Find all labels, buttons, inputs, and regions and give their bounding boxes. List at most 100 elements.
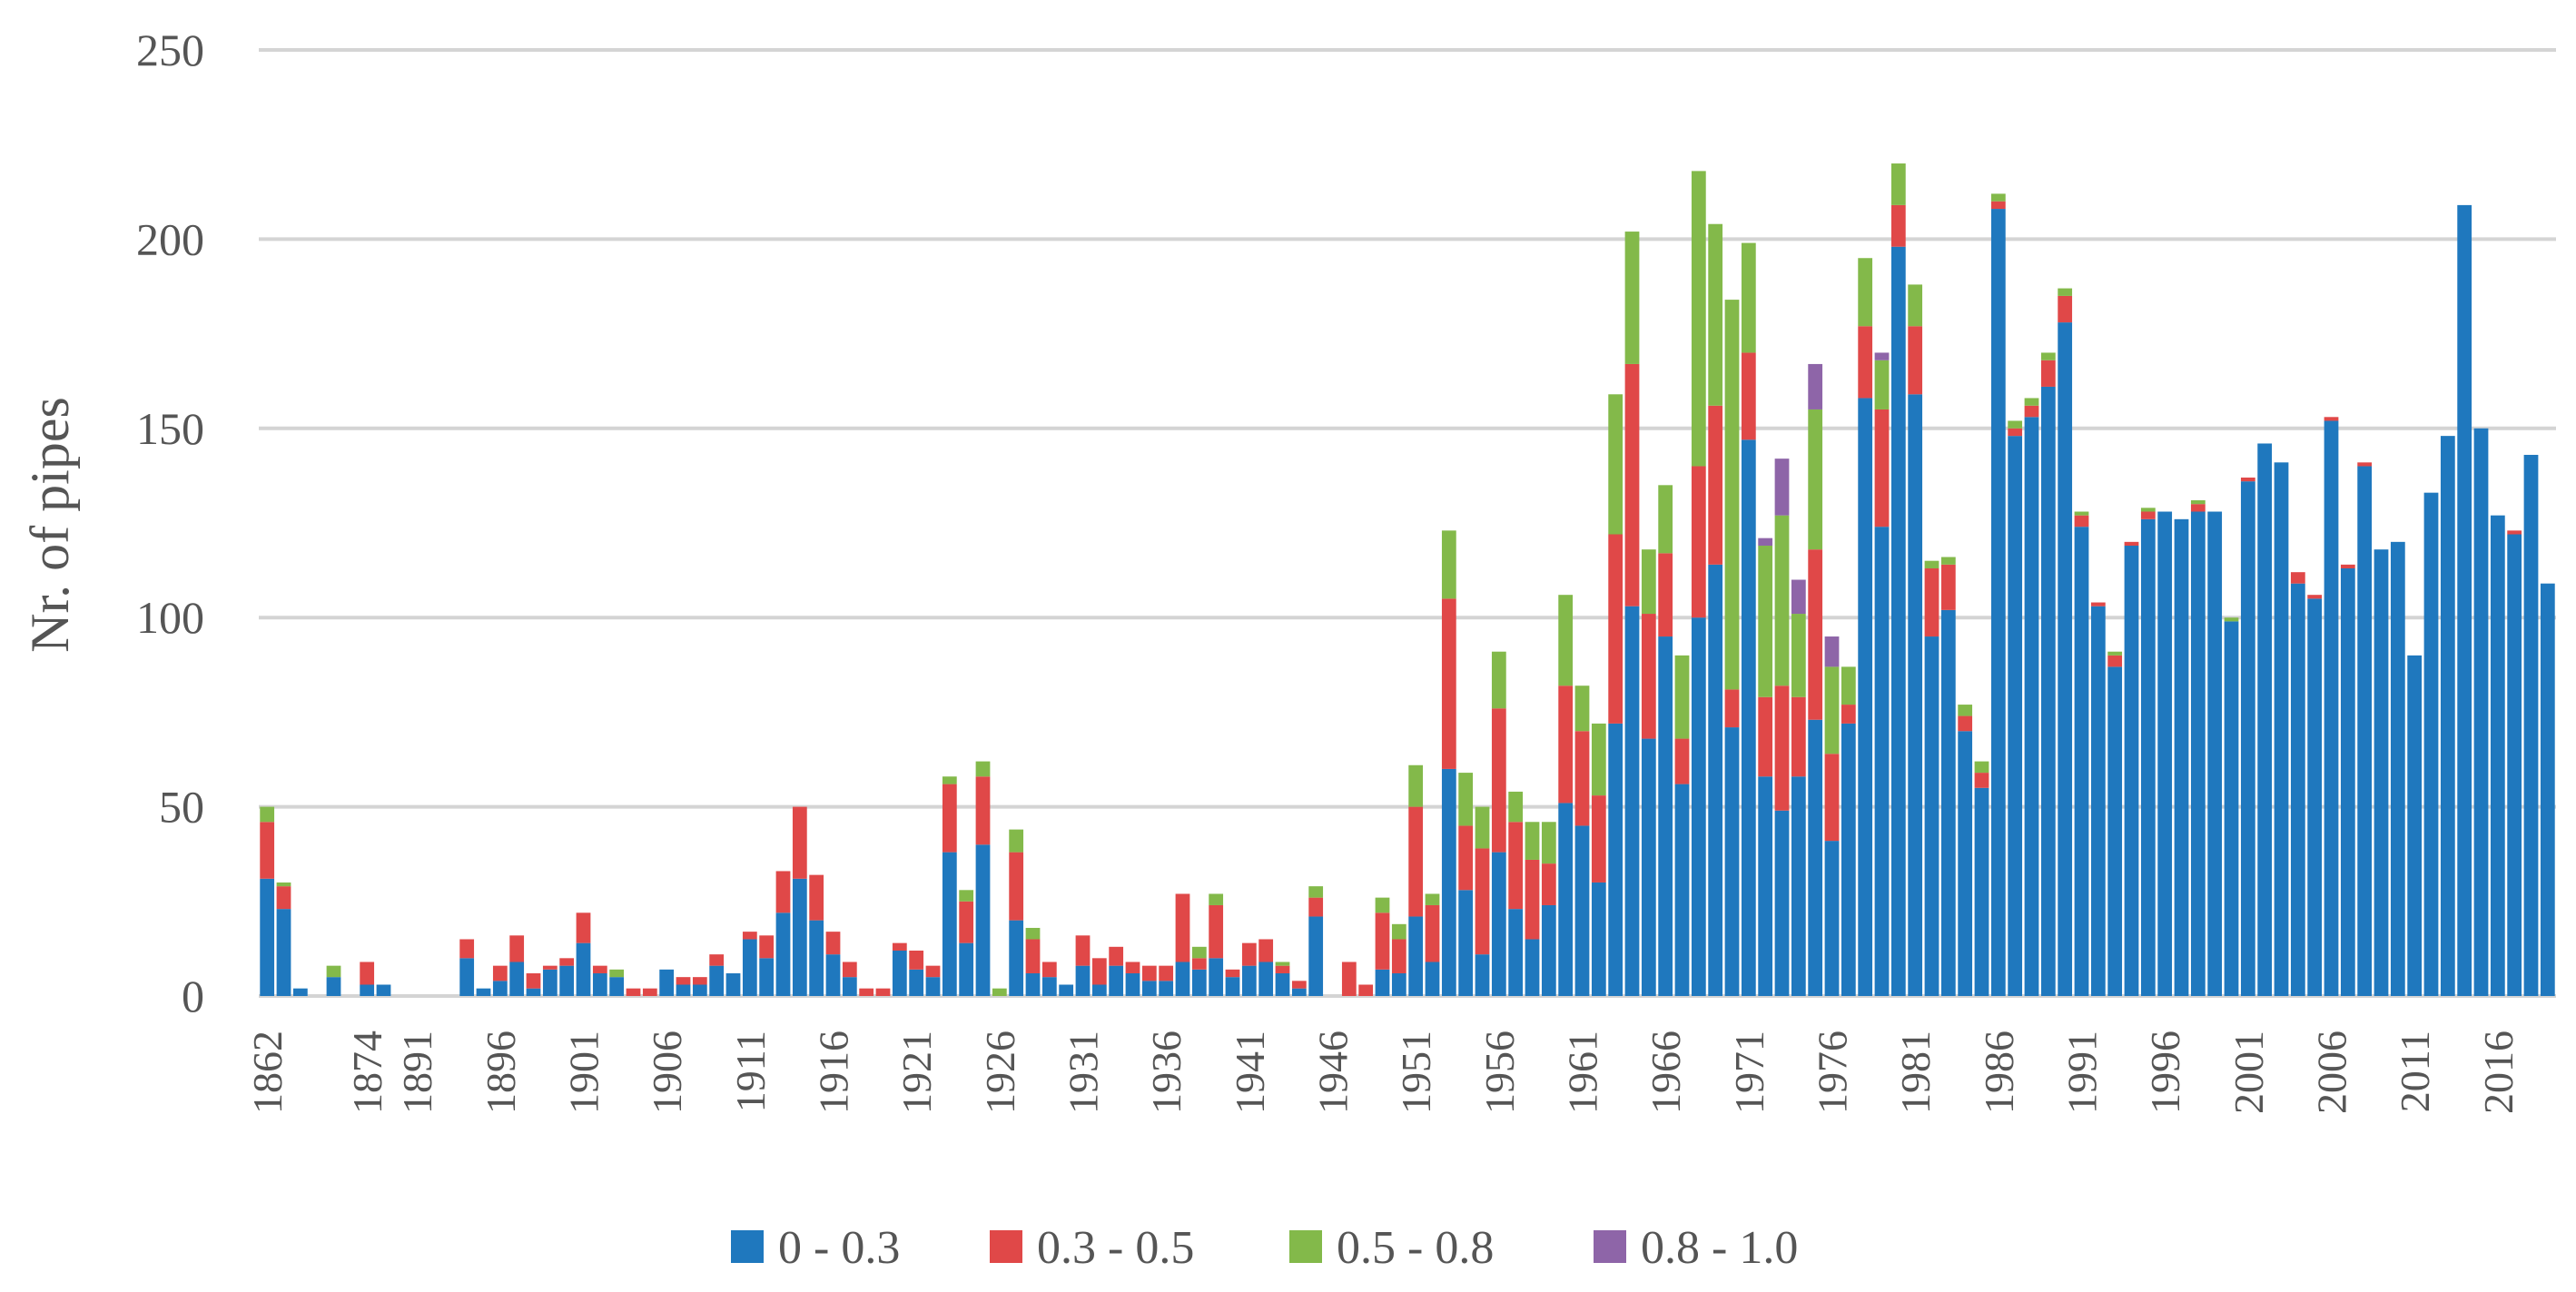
bar-segment-1975-series-3 — [1808, 363, 1823, 409]
bar-segment-1918-series-1 — [859, 988, 874, 996]
bar-segment-1986-series-1 — [1990, 201, 2006, 210]
bar-segment-1991-series-2 — [2074, 511, 2089, 516]
legend-label-0: 0 - 0.3 — [778, 1222, 900, 1274]
bar-segment-1971-series-1 — [1741, 352, 1756, 440]
bar-segment-1940-series-1 — [1225, 969, 1240, 978]
x-tick-label: 1991 — [2059, 1031, 2106, 1114]
bar-segment-1973-series-2 — [1774, 515, 1790, 686]
bar-segment-1980-series-2 — [1890, 163, 1906, 205]
bar-segment-1903-series-0 — [609, 977, 625, 996]
bar-segment-1983-series-1 — [1940, 564, 1956, 610]
bar-segment-1954-series-0 — [1458, 890, 1474, 996]
x-tick-label: 1981 — [1892, 1031, 1939, 1114]
bar-segment-1967-series-1 — [1674, 738, 1690, 784]
bar-segment-2000-series-2 — [2224, 617, 2239, 622]
bar-segment-1927-series-1 — [1009, 852, 1024, 921]
bar-segment-1970-series-1 — [1724, 689, 1740, 728]
bar-segment-1900-series-0 — [559, 965, 575, 996]
x-tick-label: 1936 — [1143, 1031, 1189, 1114]
x-tick-label: 1961 — [1560, 1031, 1606, 1114]
bar-segment-1980-series-0 — [1890, 246, 1906, 997]
bar-segment-1944-series-1 — [1291, 981, 1307, 989]
bar-segment-2013-series-0 — [2440, 436, 2455, 996]
y-axis-ticks: 0 50 100 150 200 250 — [136, 25, 204, 1021]
bar-segment-1911-series-0 — [742, 939, 757, 996]
bar-segment-1995-series-1 — [2140, 511, 2156, 519]
bar-segment-1901-series-0 — [576, 942, 591, 996]
bar-segment-1945-series-0 — [1308, 916, 1324, 996]
bar-segment-1998-series-2 — [2190, 499, 2206, 505]
bar-segment-1998-series-1 — [2190, 504, 2206, 512]
bar-segment-1961-series-0 — [1574, 825, 1590, 996]
bar-segment-1924-series-2 — [959, 890, 974, 902]
bar-segment-1975-series-1 — [1808, 549, 1823, 720]
bar-segment-1919-series-1 — [875, 988, 891, 996]
bar-segment-1914-series-1 — [792, 806, 807, 879]
bar-segment-1991-series-0 — [2074, 527, 2089, 996]
bar-segment-1989-series-1 — [2040, 360, 2056, 387]
legend: 0 - 0.3 0.3 - 0.5 0.5 - 0.8 0.8 - 1.0 — [731, 1222, 1798, 1274]
bar-segment-2005-series-0 — [2307, 598, 2323, 996]
bar-segment-1897-series-0 — [509, 962, 525, 996]
bar-segment-1963-series-2 — [1608, 394, 1624, 535]
bar-segment-1957-series-2 — [1508, 791, 1524, 823]
bar-segment-1977-series-0 — [1841, 723, 1856, 996]
bar-segment-1953-series-2 — [1441, 530, 1456, 599]
bar-segment-1987-series-1 — [2008, 428, 2023, 437]
bar-segment-1973-series-1 — [1774, 685, 1790, 811]
bar-segment-1937-series-1 — [1175, 893, 1190, 962]
bar-segment-1950-series-0 — [1391, 972, 1406, 996]
x-tick-label: 1966 — [1643, 1031, 1689, 1114]
bar-segment-1902-series-0 — [592, 972, 607, 996]
bar-segment-1911-series-1 — [742, 932, 757, 940]
bar-segment-1951-series-2 — [1408, 764, 1424, 807]
x-tick-label: 1911 — [727, 1031, 774, 1112]
bar-segment-1925-series-0 — [975, 844, 991, 996]
bar-segment-1927-series-0 — [1009, 920, 1024, 996]
bar-segment-1968-series-2 — [1691, 171, 1706, 467]
bar-segment-1915-series-1 — [809, 874, 824, 921]
bar-segment-2017-series-1 — [2507, 530, 2522, 535]
bar-segment-1978-series-0 — [1858, 398, 1873, 996]
bar-segment-1932-series-0 — [1091, 984, 1107, 996]
bar-segment-1969-series-0 — [1708, 564, 1723, 996]
bar-segment-1975-series-2 — [1808, 409, 1823, 550]
bar-segment-1993-series-2 — [2107, 651, 2123, 656]
bar-segment-1909-series-1 — [709, 954, 725, 966]
bar-segment-1922-series-0 — [925, 977, 941, 996]
bar-segment-1992-series-0 — [2090, 606, 2106, 996]
bar-segment-1874-series-1 — [360, 962, 375, 985]
bar-segment-1921-series-0 — [909, 969, 924, 996]
bar-segment-1902-series-1 — [592, 965, 607, 973]
x-tick-label: 1996 — [2142, 1031, 2188, 1114]
bar-segment-1939-series-1 — [1209, 904, 1224, 959]
bar-segment-1875-series-0 — [376, 984, 391, 996]
bar-segment-1968-series-1 — [1691, 466, 1706, 618]
bar-segment-1956-series-1 — [1491, 708, 1506, 853]
bar-segment-1937-series-0 — [1175, 962, 1190, 996]
x-tick-label: 2016 — [2475, 1031, 2522, 1114]
bar-segment-1869-series-2 — [326, 965, 341, 978]
bar-segment-1928-series-0 — [1025, 972, 1041, 996]
bar-segment-1968-series-0 — [1691, 617, 1706, 996]
bar-segment-1957-series-1 — [1508, 822, 1524, 910]
bar-segment-1972-series-0 — [1758, 776, 1773, 996]
bar-segment-1977-series-2 — [1841, 666, 1856, 705]
gridlines — [259, 48, 2556, 998]
bar-segment-1958-series-1 — [1525, 859, 1540, 940]
x-tick-label: 2001 — [2226, 1031, 2272, 1114]
bar-segment-1912-series-0 — [759, 958, 775, 996]
bar-segment-2001-series-1 — [2240, 477, 2255, 482]
bar-segment-1938-series-2 — [1191, 946, 1207, 959]
legend-label-3: 0.8 - 1.0 — [1641, 1222, 1798, 1274]
bar-segment-1907-series-0 — [676, 984, 691, 996]
bar-segment-1863-series-1 — [276, 886, 291, 910]
bar-segment-1920-series-0 — [892, 950, 907, 996]
bar-segment-1932-series-1 — [1091, 958, 1107, 985]
bar-segment-1979-series-3 — [1874, 352, 1890, 360]
bar-segment-1962-series-2 — [1591, 723, 1606, 796]
bar-segment-1994-series-1 — [2124, 541, 2139, 547]
bar-segment-1931-series-0 — [1075, 965, 1091, 996]
bar-segment-1928-series-1 — [1025, 939, 1041, 973]
